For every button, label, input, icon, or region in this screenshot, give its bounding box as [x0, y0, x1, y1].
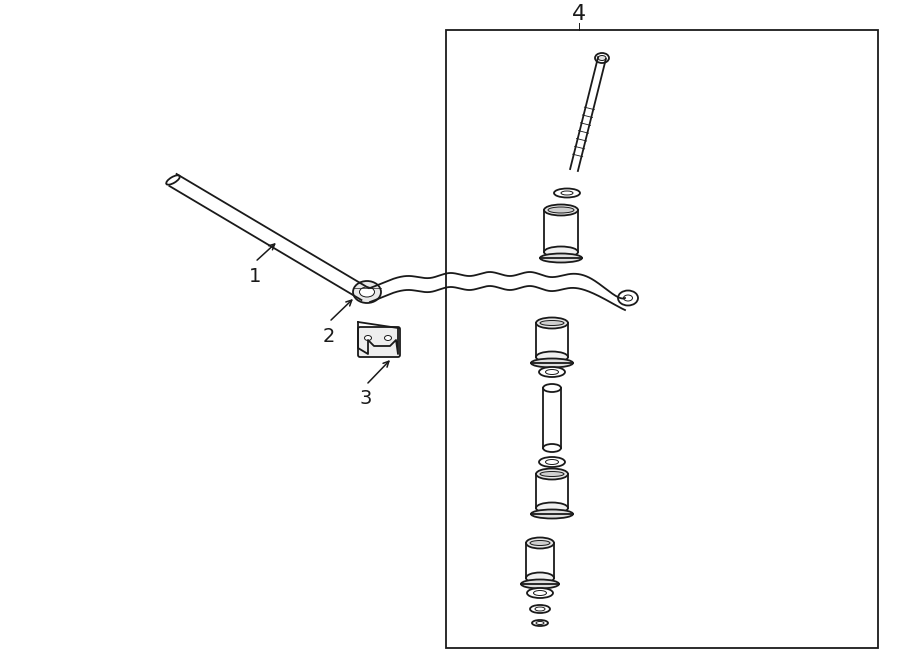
Ellipse shape: [561, 191, 573, 195]
Ellipse shape: [526, 537, 554, 549]
Ellipse shape: [536, 317, 568, 329]
Ellipse shape: [535, 607, 545, 611]
Ellipse shape: [531, 358, 573, 368]
Ellipse shape: [166, 175, 180, 184]
Text: 1: 1: [248, 266, 261, 286]
Text: 4: 4: [572, 4, 586, 24]
Ellipse shape: [539, 457, 565, 467]
Ellipse shape: [539, 367, 565, 377]
Ellipse shape: [543, 444, 561, 452]
Ellipse shape: [536, 469, 568, 479]
Ellipse shape: [544, 247, 578, 258]
Ellipse shape: [532, 620, 548, 626]
Ellipse shape: [526, 572, 554, 584]
Ellipse shape: [353, 281, 381, 303]
Ellipse shape: [545, 369, 559, 375]
Ellipse shape: [595, 53, 609, 63]
Ellipse shape: [536, 621, 544, 625]
Ellipse shape: [618, 290, 638, 305]
Ellipse shape: [598, 56, 606, 61]
Ellipse shape: [540, 321, 564, 325]
Ellipse shape: [531, 510, 573, 518]
Ellipse shape: [521, 580, 559, 588]
Ellipse shape: [543, 384, 561, 392]
Ellipse shape: [536, 352, 568, 362]
Ellipse shape: [545, 459, 559, 465]
Ellipse shape: [554, 188, 580, 198]
Ellipse shape: [534, 590, 546, 596]
Ellipse shape: [540, 471, 564, 477]
Bar: [446, 30, 878, 648]
Ellipse shape: [530, 605, 550, 613]
Ellipse shape: [359, 287, 374, 297]
Ellipse shape: [624, 295, 633, 301]
Ellipse shape: [385, 332, 391, 336]
Text: 2: 2: [323, 327, 335, 346]
FancyBboxPatch shape: [358, 327, 400, 357]
Text: 3: 3: [360, 389, 373, 408]
Ellipse shape: [536, 502, 568, 514]
Ellipse shape: [527, 588, 553, 598]
Ellipse shape: [540, 254, 582, 262]
Ellipse shape: [544, 204, 578, 215]
Ellipse shape: [548, 207, 574, 213]
Ellipse shape: [365, 332, 371, 336]
Ellipse shape: [384, 336, 392, 340]
Ellipse shape: [530, 541, 550, 545]
Ellipse shape: [364, 336, 372, 340]
